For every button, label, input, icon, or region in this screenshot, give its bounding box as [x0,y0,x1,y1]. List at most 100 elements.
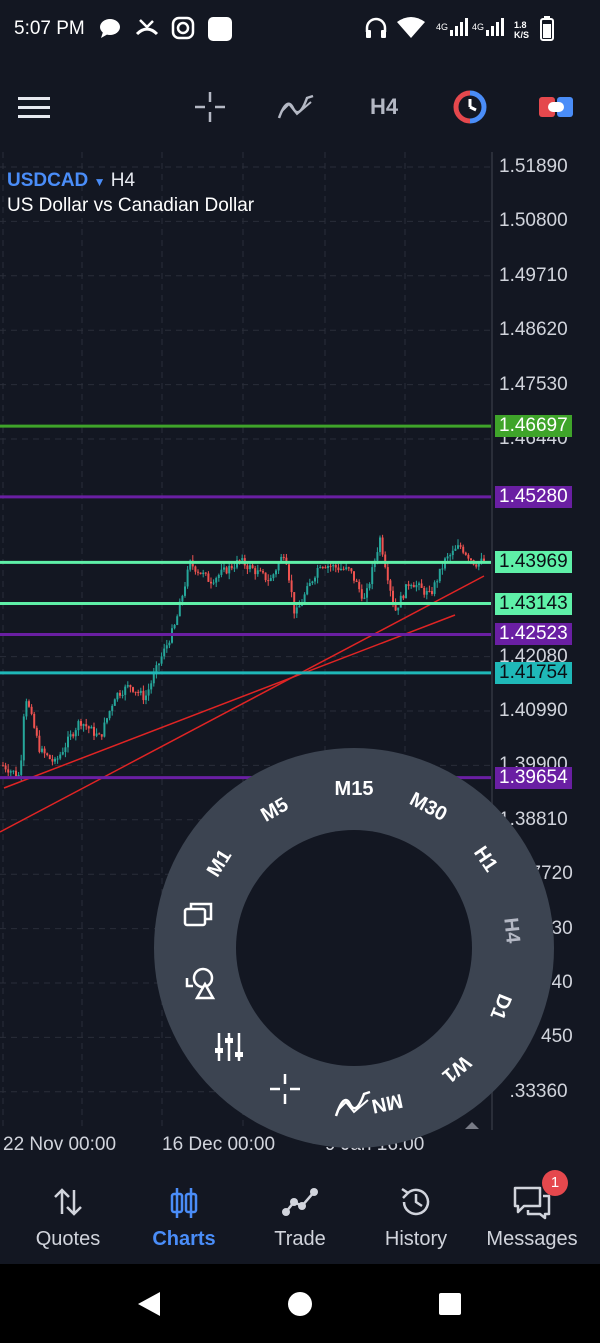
timeframe-h4[interactable]: H4 [499,917,524,945]
symbol-dropdown-icon: ▼ [93,175,106,189]
charts-icon [170,1188,198,1218]
candle-body [376,552,379,561]
nav-messages[interactable]: Messages [472,1168,592,1264]
timeframe-d1[interactable]: D1 [485,990,516,1023]
candle-body [405,584,407,599]
time-label: 16 Dec 00:00 [162,1134,276,1155]
candle-body [371,567,374,585]
candle-body [113,699,116,706]
candle-body [82,724,85,726]
symbol-header[interactable]: USDCAD ▼ H4 [7,170,135,192]
candle-body [319,567,322,569]
candle-body [412,585,415,588]
candle-body [54,758,56,762]
indicator-wave-icon [277,94,314,119]
candle-body [236,560,238,568]
candle-body [7,769,10,773]
candle-body [181,595,184,602]
candle-body [168,642,171,646]
price-axis[interactable]: 1.51890 1.50800 1.49710 1.48620 1.47530 1.464… [493,152,600,1130]
timeframe-m5[interactable]: M5 [257,793,293,827]
candle-body [459,545,462,547]
indicators-settings-icon[interactable] [212,1030,246,1064]
windows-icon[interactable] [183,900,215,930]
candle-body [381,537,384,555]
crosshair-button[interactable] [192,90,228,124]
symbol-description: US Dollar vs Canadian Dollar [7,195,255,216]
back-icon[interactable] [136,1290,162,1318]
messages-badge: 1 [542,1170,568,1196]
chart-toolbar: H4 [0,62,600,152]
nav-trade[interactable]: Trade [240,1168,360,1264]
nav-charts[interactable]: Charts [124,1168,244,1264]
candle-body [204,572,207,574]
candle-body [197,571,199,573]
chart-type-icon[interactable] [334,1088,372,1120]
candle-body [199,572,202,575]
menu-button[interactable] [16,90,52,124]
status-time: 5:07 PM [14,18,85,39]
nav-quotes[interactable]: Quotes [8,1168,128,1264]
candle-body [332,565,335,567]
candle-body [392,590,394,604]
candle-body [420,583,423,588]
price-tick-label: 1.42080 [499,645,568,667]
timeframe-button[interactable]: H4 [362,90,406,124]
trendline-upper[interactable] [0,575,485,833]
candle-body [464,552,467,555]
candle-body [431,591,433,594]
system-navigation [0,1264,600,1343]
objects-icon[interactable] [183,966,217,1000]
candle-body [100,734,103,737]
candle-body [402,595,405,599]
candle-body [272,574,275,579]
candle-body [415,584,418,588]
toggle-trade-panel-button[interactable] [538,90,574,124]
candle-body [145,695,147,701]
timeframe-m1[interactable]: M1 [202,845,237,882]
candle-body [173,624,176,629]
candle-body [451,550,454,556]
home-icon[interactable] [287,1291,313,1317]
candle-body [74,730,77,737]
level-price-tag: 1.41754 [495,661,572,684]
candle-body [324,567,327,569]
recents-icon[interactable] [438,1292,462,1316]
timeframe-w1[interactable]: W1 [437,1050,475,1087]
candle-body [22,716,25,761]
indicators-button[interactable] [276,90,316,124]
timeframe-m15[interactable]: M15 [334,778,374,800]
candle-body [467,554,470,559]
candle-body [280,556,283,563]
candle-body [251,565,254,569]
candle-body [418,583,420,585]
candle-body [129,685,132,688]
candle-body [470,558,472,561]
one-click-trading-button[interactable] [452,90,488,124]
nav-label: Messages [486,1228,578,1250]
candle-body [217,574,220,579]
candle-body [407,584,410,586]
net-speed: 1.8 K/S [514,20,530,40]
candle-body [111,705,114,711]
instagram-icon [171,16,195,40]
candle-body [267,580,270,582]
candle-body [194,566,197,572]
scroll-end-icon[interactable] [464,1120,480,1130]
nav-history[interactable]: History [356,1168,476,1264]
candle-body [340,568,342,571]
trendline-lower[interactable] [3,614,456,789]
candle-body [225,567,228,574]
candle-body [441,568,444,570]
candle-body [368,584,371,589]
candle-body [350,568,353,572]
timeframe-m30[interactable]: M30 [406,788,451,827]
crosshair-icon[interactable] [268,1072,302,1106]
candle-body [137,691,140,693]
nav-label: Trade [274,1228,326,1250]
candle-body [220,569,223,575]
candle-body [457,545,459,549]
timeframe-h1[interactable]: H1 [469,842,502,876]
candle-body [425,590,428,595]
candle-body [28,701,30,707]
